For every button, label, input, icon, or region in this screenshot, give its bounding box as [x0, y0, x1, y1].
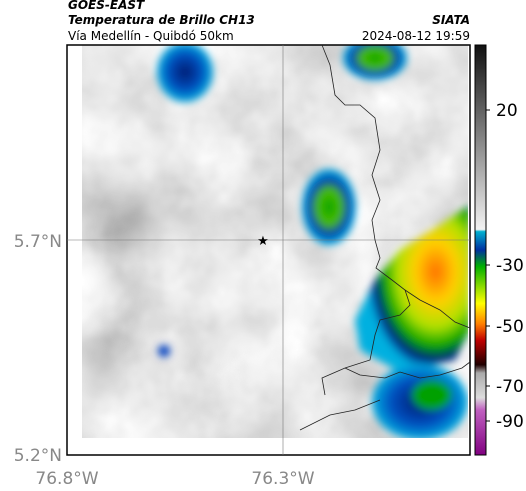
- axis-labels: 5.7°N 5.2°N 76.8°W 76.3°W: [14, 232, 315, 489]
- product: Temperatura de Brillo CH13: [68, 13, 255, 27]
- source: SIATA: [432, 13, 470, 27]
- colorbar-tick-label: -70: [496, 377, 524, 397]
- datetime: 2024-08-12 19:59: [362, 29, 470, 43]
- colorbar-tick-label: -90: [496, 412, 524, 432]
- colorbar-ticks: 20 -30 -50 -70 -90: [486, 101, 524, 432]
- city-marker: ★: [257, 234, 269, 249]
- colorbar: 20 -30 -50 -70 -90: [474, 44, 524, 456]
- colorbar-scale: [474, 44, 487, 456]
- satellite-image: [82, 45, 468, 438]
- lon-label: 76.3°W: [251, 469, 314, 489]
- colorbar-tick-label: 20: [496, 101, 518, 121]
- colorbar-tick-label: -30: [496, 256, 524, 276]
- colorbar-tick-label: -50: [496, 317, 524, 337]
- boundaries: [299, 44, 471, 431]
- lon-label: 76.8°W: [35, 469, 98, 489]
- lat-label: 5.2°N: [14, 446, 62, 466]
- lat-label: 5.7°N: [14, 232, 62, 252]
- header: GOES-EAST Temperatura de Brillo CH13 Vía…: [68, 0, 470, 43]
- convective-cells: [157, 45, 468, 438]
- location: Vía Medellín - Quibdó 50km: [68, 29, 234, 43]
- satellite: GOES-EAST: [68, 0, 145, 12]
- map-frame: [66, 44, 471, 456]
